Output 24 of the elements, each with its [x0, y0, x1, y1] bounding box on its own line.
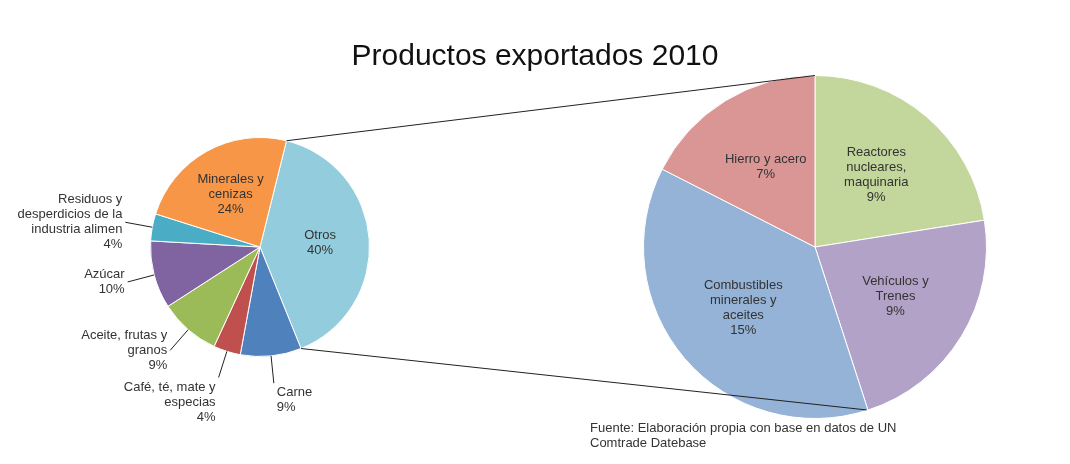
- data-label: 7%: [756, 165, 776, 181]
- data-label: 9%: [886, 302, 906, 318]
- slice-label: Hierro y acero: [724, 150, 807, 166]
- data-label: 40%: [307, 241, 334, 257]
- source-note: Fuente: Elaboración propia con base en datos de UN Comtrade Datebase: [590, 420, 897, 450]
- slice-label: Carne: [276, 384, 313, 400]
- data-label: 24%: [217, 201, 245, 217]
- slice-label: Aceite, frutas y granos: [81, 326, 168, 357]
- slice-label: Café, té, mate y especias: [123, 378, 217, 409]
- data-label: 9%: [276, 399, 297, 415]
- data-label: 4%: [196, 408, 217, 424]
- data-label: 10%: [98, 281, 126, 297]
- slice-label: Minerales y cenizas: [197, 171, 265, 202]
- data-label: 9%: [148, 356, 168, 372]
- slice-label: Otros: [304, 226, 337, 242]
- data-label: 15%: [730, 322, 757, 338]
- slice-label: Reactores nucleares, maquinaria: [844, 144, 910, 190]
- data-label: 9%: [866, 189, 887, 205]
- data-label: 4%: [103, 236, 123, 252]
- slice-label: Vehículos y Trenes: [862, 272, 930, 303]
- text: Productos exportados 2010: [350, 38, 720, 72]
- slice-label: Combustibles minerales y aceites: [703, 277, 784, 323]
- slice-label: Residuos y desperdicios de la industria alimen: [17, 191, 124, 237]
- slice-label: Azúcar: [84, 266, 126, 282]
